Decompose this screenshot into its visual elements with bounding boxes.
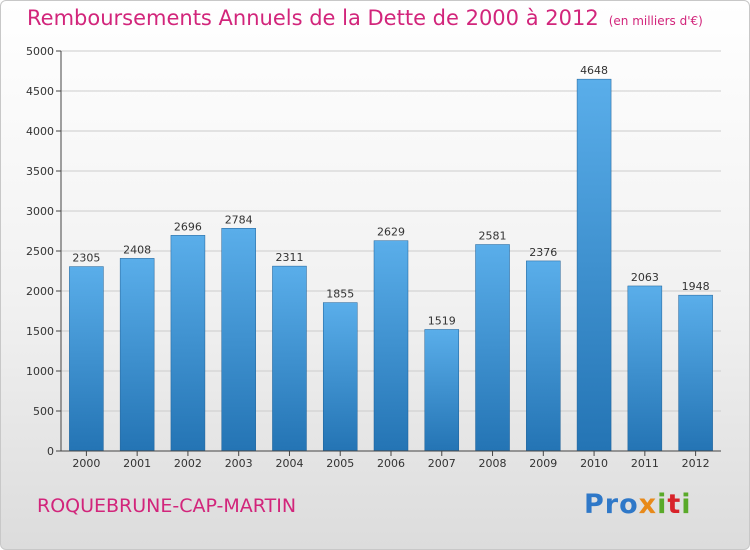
x-tick-label: 2002 bbox=[174, 457, 202, 470]
bar bbox=[475, 244, 510, 452]
x-tick-label: 2012 bbox=[682, 457, 710, 470]
logo-part: i bbox=[681, 489, 692, 520]
axes: 0 500 1000 1500 2000 2500 3000 3500 4000 4500 5000… bbox=[26, 45, 721, 470]
data-label: 1948 bbox=[682, 280, 710, 293]
x-tick-label: 2006 bbox=[377, 457, 405, 470]
data-label: 4648 bbox=[580, 64, 608, 77]
data-label: 2063 bbox=[631, 271, 659, 284]
x-tick-label: 2003 bbox=[225, 457, 253, 470]
bar bbox=[526, 260, 561, 452]
y-tick-label: 2000 bbox=[26, 285, 54, 298]
x-tick-label: 2000 bbox=[72, 457, 100, 470]
y-tick-label: 4000 bbox=[26, 125, 54, 138]
city-name: ROQUEBRUNE-CAP-MARTIN bbox=[37, 495, 297, 517]
data-label: 2311 bbox=[275, 251, 303, 264]
logo-part: i bbox=[657, 489, 668, 520]
y-tick-label: 0 bbox=[47, 445, 54, 458]
y-tick-label: 1500 bbox=[26, 325, 54, 338]
bar bbox=[678, 294, 713, 452]
logo-part: t bbox=[667, 489, 682, 520]
data-label: 2376 bbox=[529, 246, 557, 259]
logo-part: x bbox=[638, 489, 658, 520]
bar bbox=[424, 329, 460, 452]
bar bbox=[272, 265, 307, 452]
x-tick-label: 2010 bbox=[580, 457, 608, 470]
data-label: 2408 bbox=[123, 243, 151, 256]
y-tick-label: 2500 bbox=[26, 245, 54, 258]
bar bbox=[576, 78, 612, 452]
x-tick-label: 2007 bbox=[428, 457, 456, 470]
bar bbox=[69, 266, 104, 452]
chart-title: Remboursements Annuels de la Dette de 20… bbox=[27, 6, 703, 30]
bar bbox=[119, 258, 155, 452]
bar bbox=[322, 302, 358, 452]
bar bbox=[627, 285, 663, 452]
x-tick-label: 2004 bbox=[275, 457, 303, 470]
x-tick-label: 2005 bbox=[326, 457, 354, 470]
y-tick-label: 5000 bbox=[26, 45, 54, 58]
y-tick-label: 3000 bbox=[26, 205, 54, 218]
y-tick-label: 4500 bbox=[26, 85, 54, 98]
bar bbox=[221, 228, 256, 452]
data-label: 2629 bbox=[377, 226, 405, 239]
chart-title-text: Remboursements Annuels de la Dette de 20… bbox=[27, 6, 599, 30]
labels: 2305 2408 2696 2784 2311 1855 2629 1519 2581 2376… bbox=[72, 64, 709, 327]
x-tick-label: 2008 bbox=[479, 457, 507, 470]
data-label: 2696 bbox=[174, 220, 202, 233]
data-label: 1519 bbox=[428, 314, 456, 327]
bars bbox=[69, 78, 713, 452]
data-label: 2581 bbox=[479, 230, 507, 243]
chart-unit-note: (en milliers d'€) bbox=[608, 14, 703, 28]
proxiti-logo: Proxiti bbox=[584, 489, 692, 520]
y-tick-label: 1000 bbox=[26, 365, 54, 378]
x-tick-label: 2009 bbox=[529, 457, 557, 470]
bar bbox=[170, 235, 206, 452]
data-label: 2305 bbox=[72, 252, 100, 265]
x-tick-label: 2001 bbox=[123, 457, 151, 470]
logo-part: Pro bbox=[584, 489, 639, 520]
bar bbox=[373, 240, 409, 452]
x-tick-label: 2011 bbox=[631, 457, 659, 470]
data-label: 1855 bbox=[326, 288, 354, 301]
y-tick-label: 500 bbox=[33, 405, 54, 418]
y-tick-label: 3500 bbox=[26, 165, 54, 178]
data-label: 2784 bbox=[225, 213, 253, 226]
